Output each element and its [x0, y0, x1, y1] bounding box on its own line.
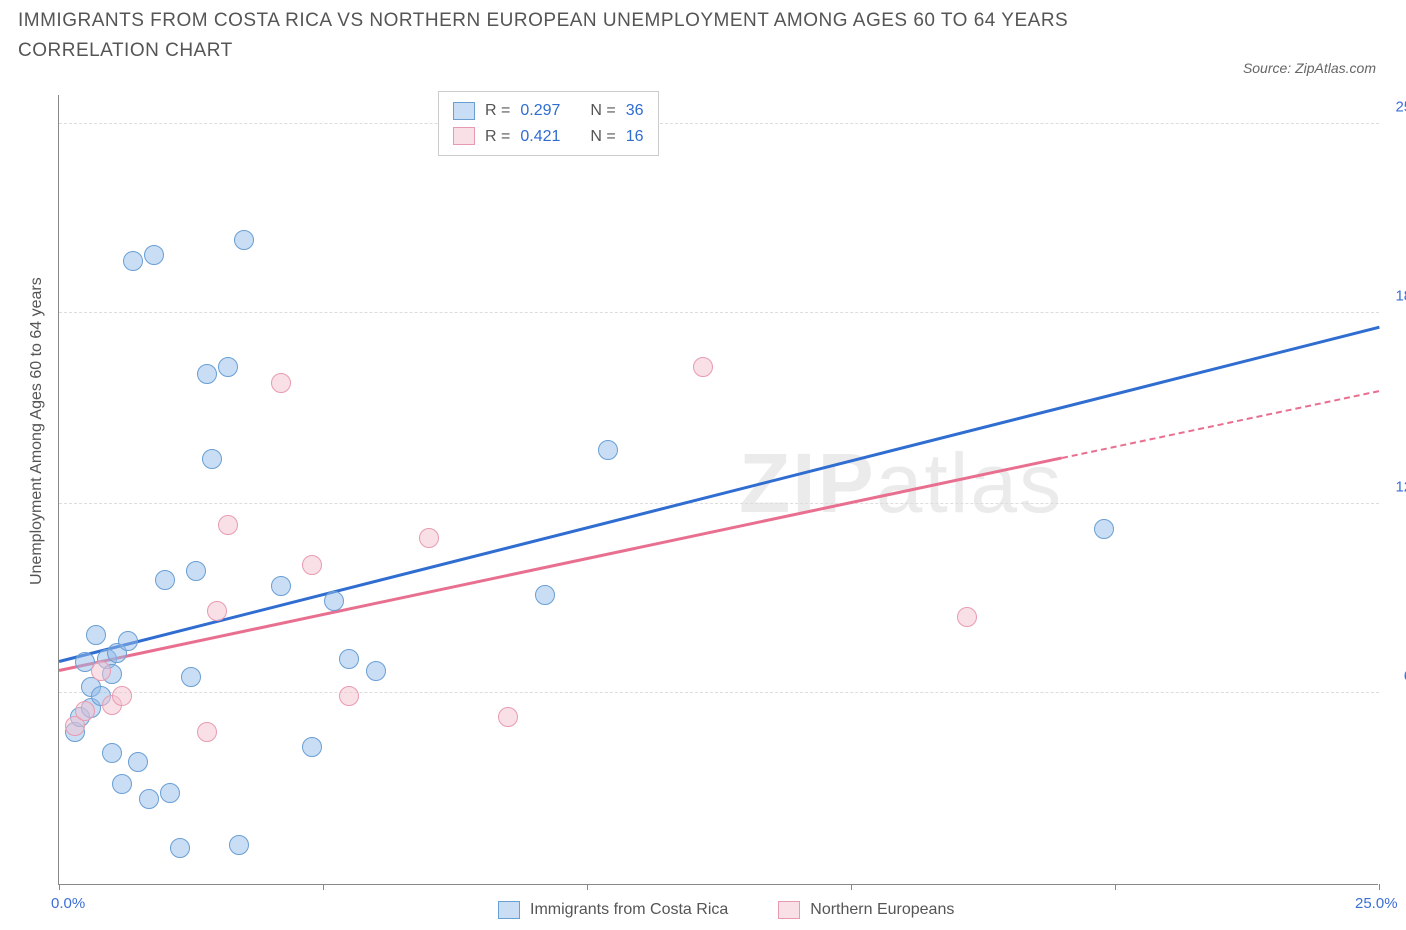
data-point	[155, 570, 175, 590]
legend-bottom: Immigrants from Costa Rica Northern Euro…	[498, 901, 954, 919]
data-point	[197, 364, 217, 384]
y-tick-label: 12.5%	[1395, 479, 1406, 496]
data-point	[218, 357, 238, 377]
data-point	[366, 661, 386, 681]
trend-line	[59, 456, 1063, 671]
data-point	[957, 607, 977, 627]
source-text: Source: ZipAtlas.com	[1243, 60, 1376, 76]
data-point	[535, 585, 555, 605]
data-point	[218, 515, 238, 535]
x-tick	[851, 884, 852, 890]
watermark-light: atlas	[876, 436, 1063, 530]
legend-r-label: R =	[485, 98, 510, 124]
legend-series-label-2: Northern Europeans	[810, 901, 954, 919]
swatch-blue-icon	[453, 102, 475, 120]
data-point	[339, 649, 359, 669]
data-point	[144, 245, 164, 265]
data-point	[170, 838, 190, 858]
data-point	[302, 555, 322, 575]
data-point	[102, 743, 122, 763]
gridline	[59, 692, 1379, 693]
gridline	[59, 503, 1379, 504]
legend-n-label: N =	[590, 98, 615, 124]
gridline	[59, 312, 1379, 313]
trend-line	[59, 326, 1380, 663]
gridline	[59, 123, 1379, 124]
watermark: ZIPatlas	[739, 435, 1063, 532]
legend-series-label-1: Immigrants from Costa Rica	[530, 901, 728, 919]
legend-n-value-1: 36	[626, 98, 644, 124]
y-tick-label: 18.8%	[1395, 287, 1406, 304]
x-tick	[59, 884, 60, 890]
legend-stats: R = 0.297 N = 36 R = 0.421 N = 16	[438, 91, 659, 156]
legend-n-label: N =	[590, 124, 615, 150]
trend-line	[1062, 390, 1379, 459]
legend-r-value-2: 0.421	[520, 124, 560, 150]
legend-r-label: R =	[485, 124, 510, 150]
y-axis-label: Unemployment Among Ages 60 to 64 years	[28, 277, 46, 585]
x-tick	[587, 884, 588, 890]
swatch-pink-icon	[778, 901, 800, 919]
data-point	[123, 251, 143, 271]
data-point	[139, 789, 159, 809]
x-tick-label: 25.0%	[1355, 895, 1398, 912]
data-point	[91, 661, 111, 681]
data-point	[197, 722, 217, 742]
data-point	[1094, 519, 1114, 539]
x-tick-label: 0.0%	[51, 895, 85, 912]
data-point	[112, 686, 132, 706]
x-tick	[1379, 884, 1380, 890]
data-point	[419, 528, 439, 548]
legend-stats-row-1: R = 0.297 N = 36	[453, 98, 644, 124]
data-point	[598, 440, 618, 460]
data-point	[128, 752, 148, 772]
data-point	[234, 230, 254, 250]
swatch-blue-icon	[498, 901, 520, 919]
data-point	[229, 835, 249, 855]
x-tick	[1115, 884, 1116, 890]
y-tick-label: 25.0%	[1395, 99, 1406, 116]
data-point	[202, 449, 222, 469]
data-point	[75, 701, 95, 721]
chart-area: Unemployment Among Ages 60 to 64 years Z…	[58, 95, 1378, 885]
legend-n-value-2: 16	[626, 124, 644, 150]
x-tick	[323, 884, 324, 890]
data-point	[498, 707, 518, 727]
data-point	[86, 625, 106, 645]
data-point	[186, 561, 206, 581]
data-point	[339, 686, 359, 706]
legend-r-value-1: 0.297	[520, 98, 560, 124]
legend-stats-row-2: R = 0.421 N = 16	[453, 124, 644, 150]
data-point	[112, 774, 132, 794]
plot-region: ZIPatlas 6.3%12.5%18.8%25.0%0.0%25.0%	[58, 95, 1378, 885]
data-point	[118, 631, 138, 651]
data-point	[271, 373, 291, 393]
swatch-pink-icon	[453, 127, 475, 145]
data-point	[324, 591, 344, 611]
data-point	[160, 783, 180, 803]
data-point	[693, 357, 713, 377]
data-point	[302, 737, 322, 757]
data-point	[181, 667, 201, 687]
data-point	[271, 576, 291, 596]
data-point	[207, 601, 227, 621]
chart-title: IMMIGRANTS FROM COSTA RICA VS NORTHERN E…	[18, 6, 1118, 67]
